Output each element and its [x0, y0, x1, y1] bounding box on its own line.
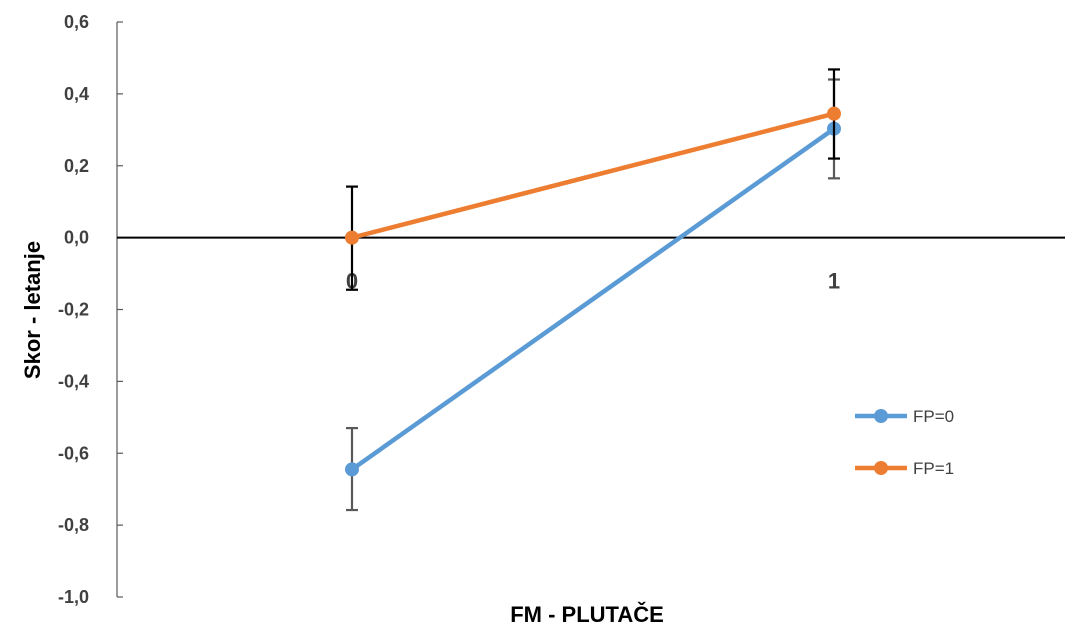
legend-item: FP=0 [855, 407, 954, 426]
series-line [351, 111, 835, 240]
series-2 [345, 68, 841, 291]
legend-label: FP=1 [913, 459, 954, 478]
series-area [345, 68, 841, 512]
series-line [350, 126, 836, 472]
series-1 [345, 78, 841, 512]
y-tick-label: -1,0 [58, 587, 89, 607]
y-tick-label: 0,4 [64, 84, 89, 104]
legend-marker [874, 409, 888, 423]
y-tick-label: 0,0 [64, 228, 89, 248]
y-tick-label: -0,2 [58, 300, 89, 320]
legend: FP=0 FP=1 [855, 407, 954, 478]
data-point [827, 106, 841, 121]
legend-marker [874, 461, 888, 475]
y-axis-title: Skor - letanje [20, 241, 45, 379]
y-tick-label: -0,8 [58, 515, 89, 535]
y-tick-label: -0,6 [58, 443, 89, 463]
x-axis-title: FM - PLUTAČE [510, 602, 664, 627]
y-tick-labels: 0,6 0,4 0,2 0,0 -0,2 -0,4 -0,6 -0,8 -1,0 [58, 12, 89, 607]
y-axis [116, 21, 123, 598]
y-tick-label: 0,2 [64, 156, 89, 176]
legend-label: FP=0 [913, 407, 954, 426]
legend-item: FP=1 [855, 459, 954, 478]
y-tick-label: 0,6 [64, 12, 89, 32]
data-point [345, 230, 359, 245]
data-point [345, 462, 359, 477]
x-tick-labels: 01 [346, 269, 840, 294]
x-tick-label: 1 [828, 269, 840, 294]
y-tick-label: -0,4 [58, 371, 89, 391]
